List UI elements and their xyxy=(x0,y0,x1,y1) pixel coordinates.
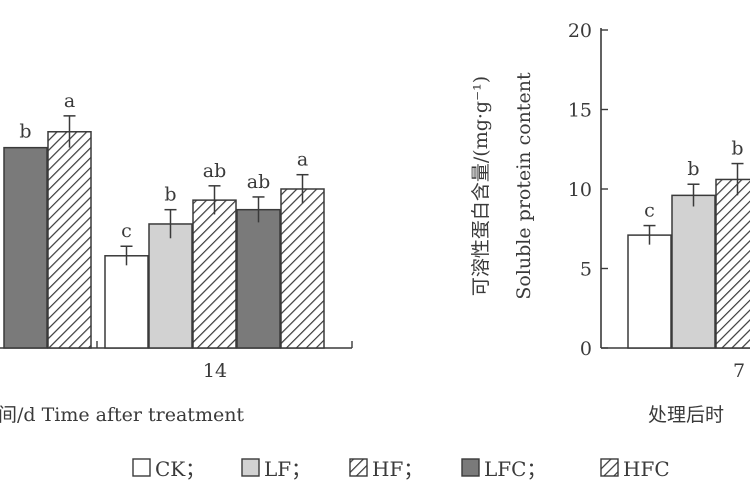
left-x-tick-14: 14 xyxy=(203,360,227,382)
right-panel: 0 5 10 15 20 c b b xyxy=(568,20,750,360)
legend: CK； LF； HF； LFC； HFC xyxy=(132,457,670,481)
bar-left-hfc-14 xyxy=(280,188,325,349)
y-axis-label-en: Soluble protein content xyxy=(513,72,535,300)
sig-letter-right-hf-7: b xyxy=(731,138,743,160)
legend-label-lfc: LFC； xyxy=(484,457,546,481)
legend-label-lf: LF； xyxy=(264,457,311,481)
bar-right-ck-7 xyxy=(627,234,672,349)
legend-swatch-ck xyxy=(132,458,151,477)
left-panel: c b ab b ab a a xyxy=(0,90,353,349)
sig-letter-left-hfc-7: a xyxy=(64,90,75,112)
right-y-tick-label-20: 20 xyxy=(568,20,592,42)
right-y-tick-label-10: 10 xyxy=(568,179,592,201)
sig-letter-right-lf-7: b xyxy=(687,158,699,180)
sig-letter-left-hfc-14: a xyxy=(297,149,308,171)
sig-letter-left-lfc-7: b xyxy=(19,121,31,143)
bar-left-hfc-7 xyxy=(47,131,92,349)
bar-left-lf-14 xyxy=(148,223,193,349)
left-x-axis-label: 间/d Time after treatment xyxy=(0,404,244,426)
right-y-tick-label-0: 0 xyxy=(580,338,592,360)
bar-right-hf-7 xyxy=(715,178,750,349)
sig-letter-left-hf-14: ab xyxy=(203,160,227,182)
bar-left-lfc-14 xyxy=(236,208,281,349)
sig-letter-left-lf-14: b xyxy=(164,184,176,206)
legend-swatch-hfc xyxy=(600,458,619,477)
right-y-tick-label-15: 15 xyxy=(568,100,592,122)
sig-letter-right-ck-7: c xyxy=(644,200,655,222)
right-x-axis-label: 处理后时 xyxy=(648,404,724,426)
sig-letter-left-lfc-14: ab xyxy=(247,171,271,193)
legend-swatch-hf xyxy=(349,458,368,477)
legend-swatch-lfc xyxy=(461,458,480,477)
bar-left-ck-14 xyxy=(104,255,149,349)
legend-label-ck: CK； xyxy=(155,457,205,481)
right-x-tick-7: 7 xyxy=(733,360,745,382)
bar-left-hf-14 xyxy=(192,199,237,349)
y-axis-label-cn: 可溶性蛋白含量/(mg·g⁻¹) xyxy=(470,76,492,296)
right-y-tick-label-5: 5 xyxy=(580,259,592,281)
legend-label-hf: HF； xyxy=(372,457,423,481)
sig-letter-left-ck-14: c xyxy=(121,220,132,242)
legend-swatch-lf xyxy=(241,458,260,477)
bar-left-lfc-7 xyxy=(3,146,48,349)
legend-label-hfc: HFC xyxy=(623,457,670,481)
bar-right-lf-7 xyxy=(671,194,716,349)
